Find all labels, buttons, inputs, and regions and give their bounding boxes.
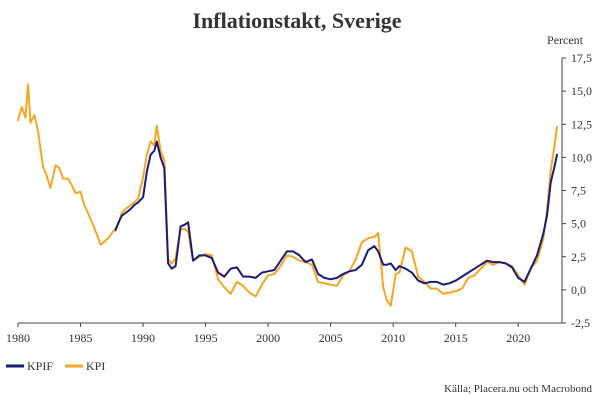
- legend-label-kpif: KPIF: [27, 359, 53, 373]
- x-tick-label: 2000: [256, 331, 280, 345]
- x-tick-label: 2015: [444, 331, 468, 345]
- x-tick-label: 2020: [506, 331, 530, 345]
- x-axis-ticks: 1980 1985 1990 1995 2000 2005 2010 2015 2020: [6, 323, 530, 345]
- x-tick-label: 1985: [69, 331, 93, 345]
- y-tick-label: 15,0: [571, 84, 592, 98]
- x-tick-label: 2010: [381, 331, 405, 345]
- y-axis-unit-label: Percent: [547, 33, 584, 47]
- series-line-kpi: [17, 83, 558, 307]
- x-tick-label: 1990: [131, 331, 155, 345]
- series-line-kpif: [114, 140, 558, 286]
- y-tick-label: 12,5: [571, 117, 592, 131]
- y-tick-label: 10,0: [571, 150, 592, 164]
- y-tick-label: 17,5: [571, 51, 592, 65]
- y-tick-label: -2,5: [571, 316, 590, 330]
- y-axis-ticks: -2,5 0,0 2,5 5,0 7,5 10,0 12,5 15,0 17,5: [562, 51, 592, 330]
- y-tick-label: 2,5: [571, 250, 586, 264]
- chart-title: Inflationstakt, Sverige: [193, 8, 402, 33]
- source-note: Källa; Placera.nu och Macrobond: [444, 383, 592, 395]
- y-tick-label: 7,5: [571, 184, 586, 198]
- x-tick-label: 1995: [194, 331, 218, 345]
- legend-label-kpi: KPI: [86, 359, 105, 373]
- x-tick-label: 1980: [6, 331, 30, 345]
- y-tick-label: 5,0: [571, 217, 586, 231]
- y-tick-label: 0,0: [571, 283, 586, 297]
- series-layer: [17, 83, 558, 307]
- legend: KPIF KPI: [6, 359, 105, 373]
- x-tick-label: 2005: [319, 331, 343, 345]
